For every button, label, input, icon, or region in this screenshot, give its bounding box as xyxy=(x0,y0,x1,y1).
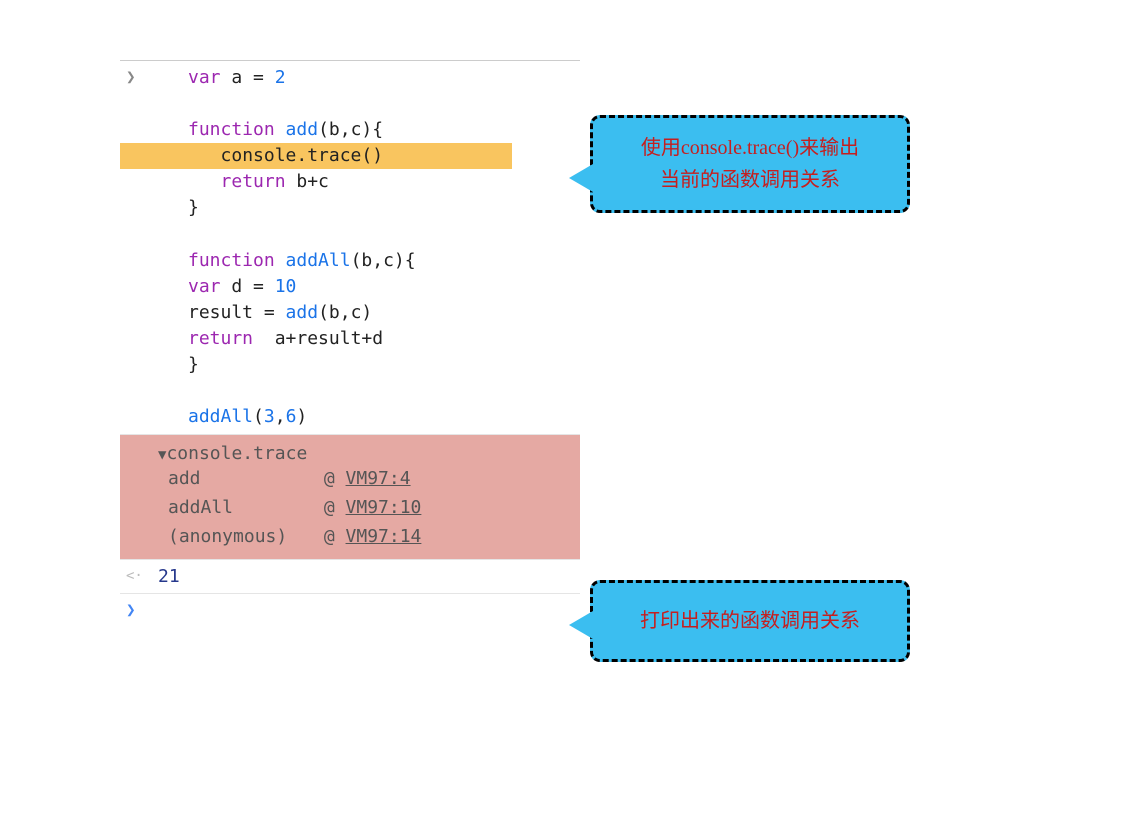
code-keyword: var xyxy=(188,276,221,297)
code-block: var a = 2 function add(b,c){ console.tra… xyxy=(150,65,580,430)
trace-fn-name: add xyxy=(168,468,313,489)
trace-source-link[interactable]: VM97:4 xyxy=(346,468,411,489)
code-keyword: function xyxy=(188,250,275,271)
trace-output-block: ▼console.trace add @ VM97:4 addAll @ VM9… xyxy=(120,435,580,560)
callout-text: 当前的函数调用关系 xyxy=(611,164,889,196)
annotation-callout-2: 打印出来的函数调用关系 xyxy=(590,580,910,662)
callout-text: 打印出来的函数调用关系 xyxy=(611,605,889,637)
code-text: b+c xyxy=(286,171,329,192)
input-prompt-icon: ❯ xyxy=(126,600,136,619)
code-text: a = xyxy=(221,67,275,88)
code-keyword: var xyxy=(188,67,221,88)
code-fn-name: add xyxy=(275,119,318,140)
code-fn-name: addAll xyxy=(188,406,253,427)
code-text: } xyxy=(188,197,199,218)
trace-source-link[interactable]: VM97:14 xyxy=(346,526,422,547)
code-indent xyxy=(188,171,221,192)
code-text: result = xyxy=(188,302,286,323)
callout-arrow-icon xyxy=(569,611,593,639)
code-number: 10 xyxy=(275,276,297,297)
code-indent xyxy=(188,145,221,166)
result-row: <· 21 xyxy=(120,560,580,594)
input-prompt-icon: ❯ xyxy=(126,67,136,86)
code-text: (b,c) xyxy=(318,302,372,323)
code-text: ( xyxy=(253,406,264,427)
code-number: 3 xyxy=(264,406,275,427)
trace-header[interactable]: ▼console.trace xyxy=(150,443,580,464)
code-fn-name: add xyxy=(286,302,319,323)
code-text: , xyxy=(275,406,286,427)
result-value: 21 xyxy=(150,566,180,587)
trace-row: (anonymous) @ VM97:14 xyxy=(150,522,580,551)
trace-title: console.trace xyxy=(166,443,307,464)
trace-row: addAll @ VM97:10 xyxy=(150,493,580,522)
console-input-block: ❯ var a = 2 function add(b,c){ console.t… xyxy=(120,61,580,435)
code-keyword: return xyxy=(188,328,253,349)
callout-text: 使用console.trace()来输出 xyxy=(611,132,889,164)
trace-fn-name: (anonymous) xyxy=(168,526,313,547)
trace-fn-name: addAll xyxy=(168,497,313,518)
code-text: a+result+d xyxy=(253,328,383,349)
code-text: ) xyxy=(296,406,307,427)
code-number: 6 xyxy=(286,406,297,427)
trace-at: @ xyxy=(324,526,335,547)
highlighted-line: console.trace() xyxy=(120,143,512,169)
annotation-callout-1: 使用console.trace()来输出 当前的函数调用关系 xyxy=(590,115,910,213)
empty-prompt-row[interactable]: ❯ xyxy=(120,594,580,606)
trace-at: @ xyxy=(324,468,335,489)
trace-source-link[interactable]: VM97:10 xyxy=(346,497,422,518)
trace-row: add @ VM97:4 xyxy=(150,464,580,493)
output-prompt-icon: <· xyxy=(126,568,143,584)
code-keyword: return xyxy=(221,171,286,192)
code-text: d = xyxy=(221,276,275,297)
code-text: (b,c){ xyxy=(351,250,416,271)
code-text: (b,c){ xyxy=(318,119,383,140)
code-fn-name: addAll xyxy=(275,250,351,271)
trace-at: @ xyxy=(324,497,335,518)
code-text: } xyxy=(188,354,199,375)
code-keyword: function xyxy=(188,119,275,140)
console-panel: ❯ var a = 2 function add(b,c){ console.t… xyxy=(120,60,580,606)
callout-arrow-icon xyxy=(569,164,593,192)
code-number: 2 xyxy=(275,67,286,88)
code-text: console.trace() xyxy=(221,145,384,166)
